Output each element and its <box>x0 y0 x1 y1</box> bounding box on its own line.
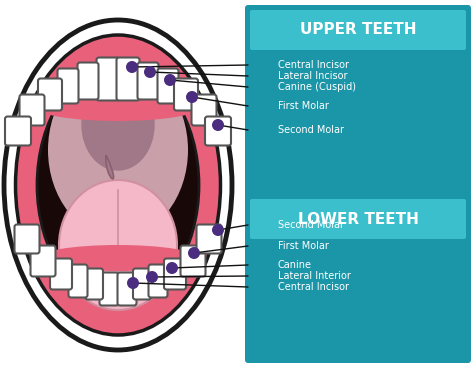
PathPatch shape <box>106 155 114 179</box>
Circle shape <box>186 91 198 103</box>
FancyBboxPatch shape <box>181 246 206 276</box>
FancyBboxPatch shape <box>137 63 158 100</box>
Text: Central Incisor: Central Incisor <box>278 60 349 70</box>
Ellipse shape <box>36 93 201 121</box>
FancyBboxPatch shape <box>117 57 139 101</box>
FancyBboxPatch shape <box>157 68 179 104</box>
Ellipse shape <box>37 65 199 305</box>
Text: Lateral Interior: Lateral Interior <box>278 271 351 281</box>
Text: LOWER TEETH: LOWER TEETH <box>298 212 419 227</box>
Circle shape <box>212 119 224 131</box>
Ellipse shape <box>16 35 220 335</box>
FancyBboxPatch shape <box>250 10 466 50</box>
Text: Second Molar: Second Molar <box>278 125 344 135</box>
FancyBboxPatch shape <box>19 94 45 126</box>
FancyBboxPatch shape <box>50 258 72 290</box>
FancyBboxPatch shape <box>78 63 99 100</box>
FancyBboxPatch shape <box>205 116 231 146</box>
Text: First Molar: First Molar <box>278 241 329 251</box>
FancyBboxPatch shape <box>97 57 119 101</box>
Circle shape <box>126 61 138 73</box>
FancyBboxPatch shape <box>15 224 39 254</box>
Text: UPPER TEETH: UPPER TEETH <box>300 22 416 37</box>
FancyBboxPatch shape <box>30 246 55 276</box>
Ellipse shape <box>38 245 198 271</box>
FancyBboxPatch shape <box>100 273 118 306</box>
FancyBboxPatch shape <box>148 265 167 298</box>
Text: Central Incisor: Central Incisor <box>278 282 349 292</box>
Circle shape <box>144 66 156 78</box>
Text: Canine: Canine <box>278 260 312 270</box>
Circle shape <box>127 277 139 289</box>
Ellipse shape <box>59 180 177 310</box>
Ellipse shape <box>82 80 154 170</box>
Circle shape <box>164 74 176 86</box>
FancyBboxPatch shape <box>133 269 151 299</box>
FancyBboxPatch shape <box>38 78 62 111</box>
FancyBboxPatch shape <box>245 5 471 363</box>
FancyBboxPatch shape <box>57 68 79 104</box>
FancyBboxPatch shape <box>69 265 88 298</box>
FancyBboxPatch shape <box>250 199 466 239</box>
Ellipse shape <box>48 63 188 238</box>
FancyBboxPatch shape <box>197 224 221 254</box>
FancyBboxPatch shape <box>164 258 186 290</box>
Text: Lateral Incisor: Lateral Incisor <box>278 71 347 81</box>
Text: First Molar: First Molar <box>278 101 329 111</box>
FancyBboxPatch shape <box>5 116 31 146</box>
Circle shape <box>146 271 158 283</box>
Text: Second Molar: Second Molar <box>278 220 344 230</box>
FancyBboxPatch shape <box>85 269 103 299</box>
Ellipse shape <box>4 20 232 350</box>
Text: Canine (Cuspid): Canine (Cuspid) <box>278 82 356 92</box>
Circle shape <box>166 262 178 274</box>
FancyBboxPatch shape <box>174 78 198 111</box>
Circle shape <box>212 224 224 236</box>
FancyBboxPatch shape <box>191 94 217 126</box>
Circle shape <box>188 247 200 259</box>
FancyBboxPatch shape <box>118 273 137 306</box>
